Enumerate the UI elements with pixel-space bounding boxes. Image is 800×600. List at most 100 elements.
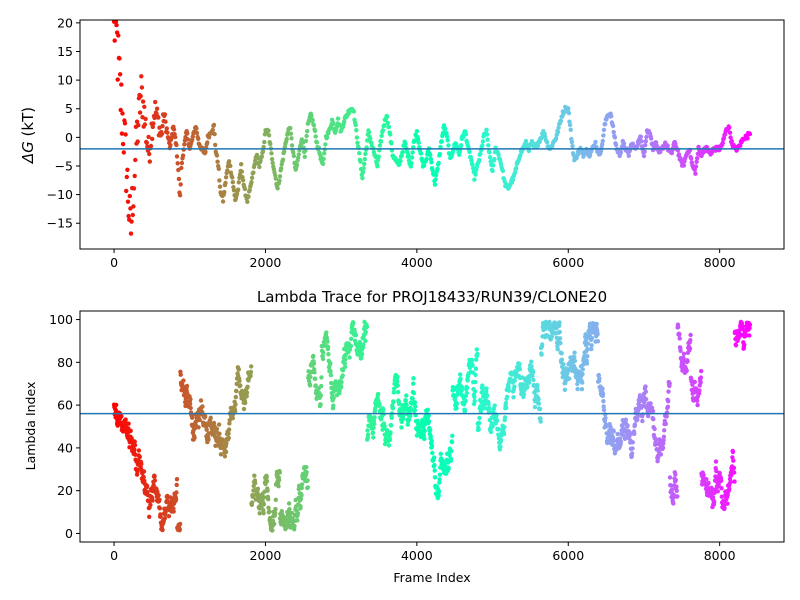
delta-g-point (510, 177, 516, 182)
lambda-point (709, 491, 714, 496)
lambda-point (388, 423, 394, 428)
lambda-point (661, 438, 666, 443)
lambda-point (715, 489, 720, 494)
lambda-point (449, 439, 455, 445)
delta-g-point (642, 149, 647, 154)
delta-g-point (131, 186, 137, 191)
delta-g-point (418, 151, 424, 156)
delta-g-point (174, 142, 179, 148)
lambda-point (429, 438, 434, 444)
lambda-point (490, 424, 495, 429)
delta-g-point (151, 121, 156, 126)
lambda-point (650, 408, 656, 414)
y-tick-label: 0 (65, 130, 73, 145)
lambda-point (743, 333, 749, 338)
lambda-point (313, 383, 318, 388)
delta-g-point (357, 151, 362, 156)
lambda-point (673, 477, 678, 483)
x-tick-label: 2000 (250, 548, 282, 563)
lambda-point (601, 399, 606, 404)
delta-g-point (230, 180, 235, 185)
lambda-y-axis-label: Lambda Index (23, 382, 38, 471)
lambda-point (651, 417, 656, 422)
delta-g-point (380, 128, 386, 133)
lambda-point (477, 420, 482, 426)
lambda-point (276, 477, 282, 483)
delta-g-point (118, 107, 123, 113)
delta-g-point (458, 143, 464, 148)
delta-g-point (176, 176, 182, 182)
lambda-point (729, 473, 734, 478)
lambda-point (725, 492, 730, 497)
lambda-point (162, 516, 168, 521)
lambda-point (588, 325, 593, 330)
delta-g-point (252, 162, 257, 167)
delta-g-point (179, 165, 184, 171)
lambda-point (252, 473, 257, 478)
lambda-point (261, 511, 266, 516)
lambda-point (216, 422, 222, 427)
lambda-point (451, 386, 457, 391)
delta-g-point (268, 141, 273, 147)
lambda-point (403, 398, 408, 403)
lambda-point (618, 439, 624, 444)
lambda-point (747, 325, 752, 331)
lambda-point (454, 406, 459, 411)
lambda-point (318, 402, 323, 407)
lambda-point (329, 385, 334, 391)
lambda-point (432, 463, 437, 468)
delta-g-point (112, 38, 117, 43)
delta-g-point (603, 121, 608, 127)
delta-g-point (727, 130, 733, 135)
lambda-point (265, 488, 270, 493)
lambda-point (211, 420, 217, 426)
lambda-point (204, 427, 209, 432)
delta-g-point (727, 125, 732, 130)
lambda-point (662, 428, 667, 433)
lambda-point (486, 402, 491, 407)
lambda-point (747, 322, 753, 327)
lambda-point (601, 407, 607, 413)
lambda-point (295, 518, 300, 523)
delta-g-point (217, 184, 223, 189)
lambda-point (351, 320, 356, 325)
lambda-point (223, 449, 229, 455)
delta-g-point (745, 136, 750, 141)
delta-g-point (409, 155, 415, 160)
lambda-point (343, 357, 348, 362)
lambda-point (328, 369, 333, 374)
lambda-point (298, 496, 304, 502)
lambda-point (363, 338, 368, 343)
delta-g-point (480, 143, 485, 148)
delta-g-point (239, 169, 244, 174)
lambda-point (412, 408, 417, 413)
lambda-point (234, 388, 239, 394)
delta-g-point (612, 135, 618, 140)
delta-g-point (437, 151, 443, 157)
delta-g-point (621, 141, 627, 146)
lambda-point (572, 350, 577, 355)
lambda-point (727, 487, 732, 492)
lambda-point (654, 437, 659, 443)
lambda-point (359, 355, 364, 360)
delta-g-point (368, 136, 373, 141)
delta-g-point (310, 117, 315, 123)
lambda-point (530, 373, 535, 379)
lambda-point (675, 494, 680, 499)
lambda-point (377, 403, 382, 408)
lambda-point (267, 515, 273, 521)
lambda-point (198, 398, 204, 403)
lambda-panel: Lambda Trace for PROJ18433/RUN39/CLONE20… (23, 288, 785, 585)
lambda-point (230, 416, 235, 421)
delta-g-point (289, 143, 295, 148)
lambda-point (331, 403, 336, 408)
lambda-point (449, 448, 454, 454)
delta-g-point (490, 168, 495, 174)
delta-g-point (400, 149, 406, 155)
lambda-point (695, 402, 700, 408)
lambda-point (579, 387, 585, 392)
delta-g-point (137, 110, 143, 115)
delta-g-point (360, 175, 365, 181)
lambda-point (339, 379, 344, 385)
x-tick-label: 8000 (704, 548, 736, 563)
